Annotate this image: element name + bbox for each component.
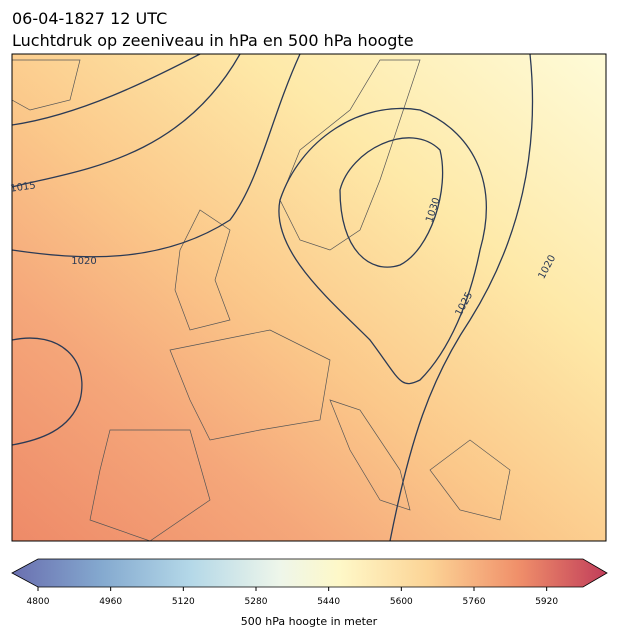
- isobar: [278, 107, 487, 385]
- colorbar-tick-label: 5600: [390, 597, 413, 607]
- map-background: [12, 54, 606, 541]
- title: Luchtdruk op zeeniveau in hPa en 500 hPa…: [12, 31, 414, 50]
- isobar-label: 1015: [10, 180, 37, 194]
- isobar: [12, 54, 301, 258]
- colorbar-tick-label: 4800: [27, 597, 50, 607]
- isobar-label: 1020: [71, 256, 96, 267]
- colorbar-tick-label: 5920: [535, 597, 558, 607]
- isobar: [389, 54, 534, 541]
- map: [12, 54, 606, 541]
- isobar: [12, 54, 241, 188]
- date: 06-04-1827 12 UTC: [12, 9, 167, 28]
- isobar: [12, 54, 201, 126]
- colorbar-label: 500 hPa hoogte in meter: [241, 615, 378, 628]
- isobar: [12, 337, 83, 446]
- isobar: [339, 137, 444, 268]
- colorbar-tick-label: 4960: [99, 597, 122, 607]
- colorbar: [11, 558, 608, 588]
- colorbar-tick-label: 5280: [245, 597, 268, 607]
- colorbar-tick-label: 5120: [172, 597, 195, 607]
- coastlines: [12, 59, 511, 541]
- map-frame: [11, 53, 607, 542]
- colorbar-tick-label: 5440: [317, 597, 340, 607]
- colorbar-tick-label: 5760: [463, 597, 486, 607]
